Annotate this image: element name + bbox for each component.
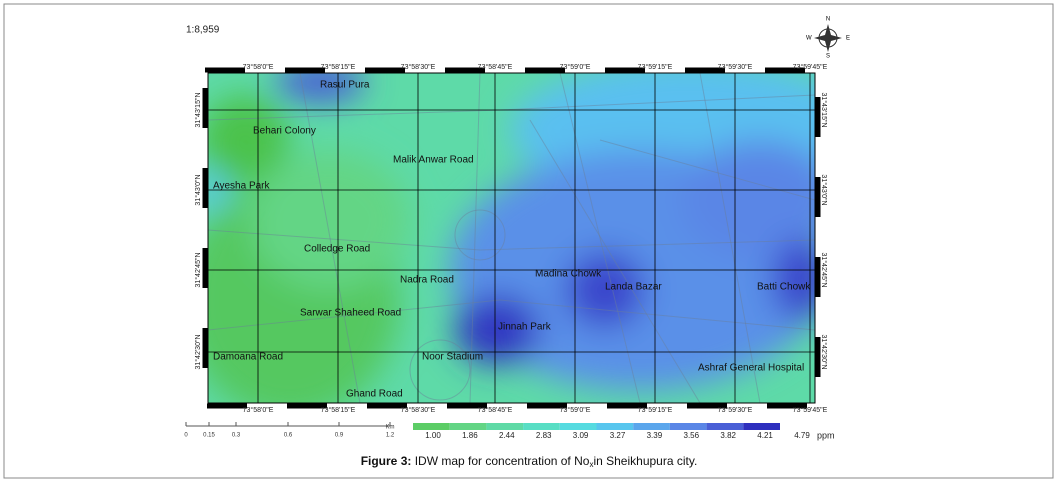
scale-label: 0.6 (284, 433, 293, 439)
legend-label: 4.21 (757, 431, 773, 440)
legend-swatch (523, 423, 560, 430)
latitude-label-left: 31°42'30"N (194, 334, 202, 369)
legend-label: 4.79 (794, 431, 810, 440)
compass: N E S W (806, 17, 850, 60)
legend-swatch (743, 423, 780, 430)
place-labels: Rasul Pura Behari Colony Malik Anwar Road A… (213, 80, 811, 400)
legend-swatch (486, 423, 524, 430)
longitude-label-bottom: 73°58'0"E (243, 406, 274, 414)
scale-label: 0.9 (335, 433, 344, 439)
longitude-label-top: 73°59'30"E (718, 63, 753, 71)
place-label: Malik Anwar Road (393, 155, 474, 166)
latitude-label-right: 31°42'45"N (820, 252, 828, 287)
caption-subscript: x (589, 460, 593, 469)
compass-n: N (826, 17, 830, 23)
legend-label: 1.86 (462, 431, 478, 440)
longitude-label-bottom: 73°59'15"E (638, 406, 673, 414)
scale-label: 0.3 (232, 433, 241, 439)
scale-label: 0.15 (203, 433, 215, 439)
longitude-label-bottom: 73°59'45"E (793, 406, 828, 414)
legend-label: 2.83 (536, 431, 552, 440)
graticule: 73°58'0"E 73°58'0"E 73°58'15"E 73°58'15"E 73… (194, 63, 828, 414)
latitude-label-right: 31°43'15"N (820, 92, 828, 127)
longitude-label-bottom: 73°58'15"E (321, 406, 356, 414)
legend-label: 3.82 (720, 431, 736, 440)
idw-surface (208, 73, 815, 403)
longitude-label-top: 73°58'30"E (401, 63, 436, 71)
latitude-label-right: 31°43'0"N (820, 174, 828, 205)
legend-label: 2.44 (499, 431, 515, 440)
caption: Figure 3: IDW map for concentration of N… (361, 454, 698, 469)
longitude-label-top: 73°59'0"E (560, 63, 591, 71)
longitude-label-top: 73°58'0"E (243, 63, 274, 71)
legend-label: 3.56 (684, 431, 700, 440)
place-label: Nadra Road (400, 275, 454, 286)
place-label: Damoana Road (213, 352, 283, 363)
latitude-label-left: 31°42'45"N (194, 252, 202, 287)
longitude-label-top: 73°59'45"E (793, 63, 828, 71)
scale-label: 0 (184, 433, 188, 439)
legend-swatch (559, 423, 597, 430)
place-label: Sarwar Shaheed Road (300, 308, 401, 319)
legend-unit: ppm (817, 430, 835, 440)
scale-ratio: 1:8,959 (186, 25, 220, 36)
longitude-label-bottom: 73°58'45"E (478, 406, 513, 414)
scale-label: 1.2 (386, 433, 395, 439)
place-label: Ashraf General Hospital (698, 363, 804, 374)
compass-s: S (826, 54, 830, 60)
legend-label: 1.00 (425, 431, 441, 440)
legend-swatch (449, 423, 487, 430)
place-label: Ayesha Park (213, 181, 271, 192)
legend-label: 3.39 (647, 431, 663, 440)
longitude-label-top: 73°59'15"E (638, 63, 673, 71)
place-label: Noor Stadium (422, 352, 483, 363)
legend: 1.00 1.86 2.44 2.83 3.09 3.27 3.39 3.56 3.82 4.21… (413, 423, 835, 440)
latitude-label-left: 31°43'0"N (194, 174, 202, 205)
place-label: Ghand Road (346, 389, 403, 400)
caption-label: Figure 3: (361, 454, 412, 468)
map-frame (207, 72, 816, 404)
place-label: Behari Colony (253, 126, 316, 137)
place-label: Colledge Road (304, 244, 370, 255)
legend-label: 3.27 (610, 431, 626, 440)
legend-swatch (413, 423, 450, 430)
longitude-label-top: 73°58'15"E (321, 63, 356, 71)
latitude-label-right: 31°42'30"N (820, 334, 828, 369)
legend-label: 3.09 (573, 431, 589, 440)
scale-unit: Km (386, 425, 395, 431)
place-label: Rasul Pura (320, 80, 370, 91)
place-label: Madina Chowk (535, 269, 602, 280)
place-label: Landa Bazar (605, 282, 662, 293)
longitude-label-bottom: 73°58'30"E (401, 406, 436, 414)
caption-rest: in Sheikhupura city. (593, 454, 697, 468)
longitude-label-bottom: 73°59'30"E (718, 406, 753, 414)
place-label: Batti Chowk (757, 282, 811, 293)
longitude-label-top: 73°58'45"E (478, 63, 513, 71)
scale-bar: 0 0.15 0.3 0.6 0.9 1.2 Km (184, 422, 395, 439)
legend-swatch (706, 423, 744, 430)
longitude-label-bottom: 73°59'0"E (560, 406, 591, 414)
compass-w: W (806, 36, 812, 42)
place-label: Jinnah Park (498, 322, 552, 333)
caption-text: IDW map for concentration of No (415, 454, 590, 468)
legend-swatch (669, 423, 707, 430)
latitude-label-left: 31°43'15"N (194, 92, 202, 127)
compass-e: E (846, 36, 850, 42)
legend-swatch (596, 423, 634, 430)
legend-swatch (633, 423, 670, 430)
